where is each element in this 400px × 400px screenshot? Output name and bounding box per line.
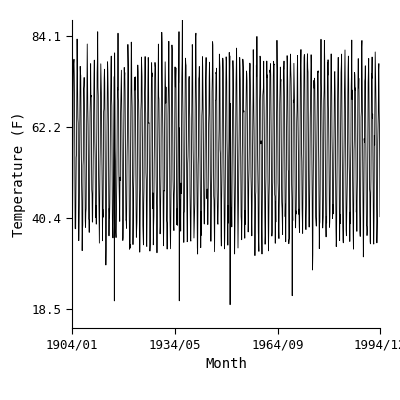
Y-axis label: Temperature (F): Temperature (F) [12,111,26,237]
X-axis label: Month: Month [205,357,247,371]
